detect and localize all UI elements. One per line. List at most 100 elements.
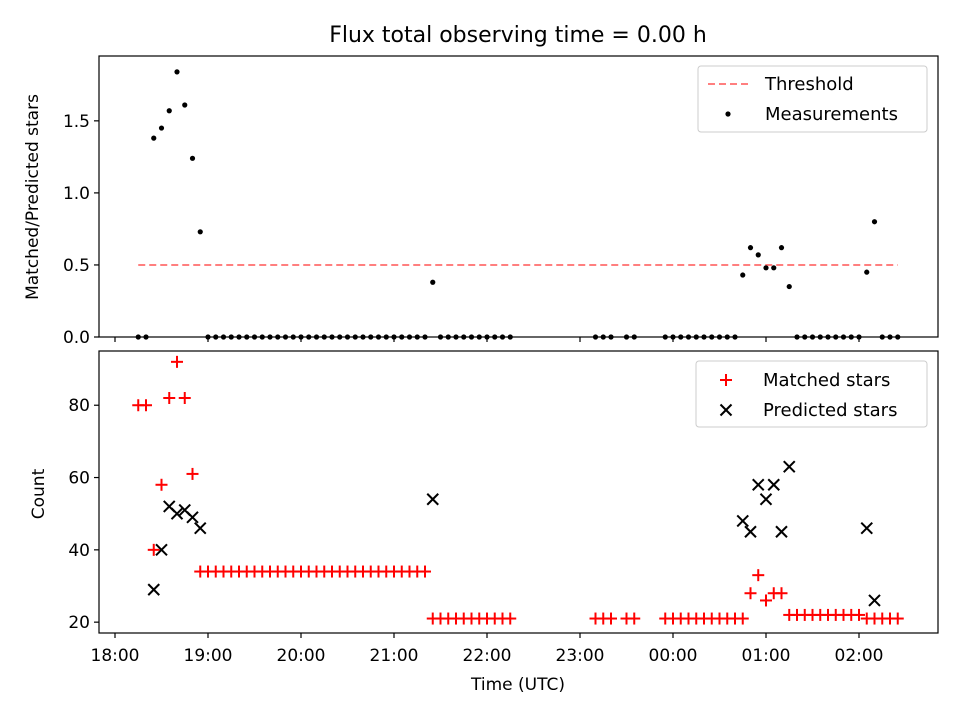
x-axis-label: Time (UTC): [470, 675, 565, 695]
measurement-point: [476, 334, 482, 340]
measurement-point: [592, 334, 599, 340]
star-count-panel: 20 40 60 80 18:00 19:00 20:00 21:00 22:00 23:00 00…: [68, 350, 939, 666]
measurement-point: [445, 334, 451, 340]
measurement-point: [786, 283, 792, 290]
measurement-point: [158, 125, 165, 131]
predicted-star-point-b: [775, 525, 788, 538]
measurement-point: [499, 334, 506, 340]
x-tick-label: 18:00: [91, 646, 140, 666]
predicted-star-point-b: [752, 478, 765, 491]
measurement-point: [337, 334, 343, 340]
measurement-point: [848, 334, 854, 340]
measurement-point: [437, 334, 444, 340]
measurement-point: [453, 334, 459, 340]
measurement-point: [422, 334, 428, 340]
bottom-y-axis-label: Count: [29, 468, 49, 519]
matched-star-point: [628, 612, 641, 625]
predicted-star-point-b: [767, 478, 780, 491]
measurement-point: [778, 245, 785, 251]
predicted-star-point-b: [744, 525, 757, 538]
predicted-star-point: [186, 511, 199, 524]
predicted-star-point: [147, 583, 160, 596]
measurement-point: [399, 334, 405, 340]
legend-matched-label: Matched stars: [763, 370, 890, 391]
measurement-point: [825, 334, 831, 340]
measurement-point: [716, 334, 723, 340]
matched-star-point: [775, 587, 788, 600]
predicted-star-point-b: [860, 521, 873, 535]
measurement-point: [228, 334, 234, 340]
measurement-point: [461, 334, 467, 340]
measurement-point: [623, 334, 630, 340]
predicted-star-point: [744, 525, 757, 538]
matched-star-point: [891, 612, 904, 625]
matched-star-point: [419, 565, 431, 578]
legend-matched-swatch: [720, 374, 732, 386]
measurement-point: [360, 334, 366, 340]
measurement-point: [678, 334, 684, 340]
measurement-point: [135, 334, 141, 340]
measurement-point: [259, 334, 265, 340]
predicted-star-point: [155, 543, 168, 557]
measurement-point: [608, 334, 614, 340]
measurement-point: [484, 334, 490, 340]
measurement-point: [771, 265, 777, 271]
measurement-point: [794, 334, 800, 340]
measurement-point: [220, 334, 227, 340]
flux-ratio-panel: 0.0 0.5 1.0 1.5 Threshold Measurements: [63, 55, 939, 348]
top-plot-frame: [98, 55, 939, 338]
measurement-point: [143, 334, 149, 340]
top-legend-box: [697, 65, 928, 133]
predicted-star-point-b: [186, 511, 199, 524]
measurement-point: [282, 334, 289, 340]
bottom-legend: Matched stars Predicted stars: [695, 360, 928, 428]
bottom-y-tick-label: 80: [68, 396, 90, 416]
measurement-point: [375, 334, 382, 340]
measurement-point: [895, 334, 901, 340]
matched-star-point: [171, 355, 183, 368]
measurement-point: [166, 108, 172, 114]
matched-star-point: [504, 612, 517, 625]
matched-star-point: [163, 392, 176, 404]
matched-star-point: [744, 587, 757, 600]
legend-predicted-swatch: [719, 403, 733, 417]
predicted-star-point-b: [170, 507, 184, 520]
predicted-star-point-b: [759, 493, 773, 506]
measurement-point: [414, 334, 420, 340]
measurement-point: [817, 334, 823, 340]
bottom-y-tick-label: 20: [68, 613, 90, 633]
measurement-point: [871, 219, 878, 225]
measurement-point: [251, 334, 258, 340]
measurement-point: [267, 334, 273, 340]
predicted-star-point: [860, 521, 873, 535]
measurement-point: [174, 69, 180, 75]
measurement-point: [344, 334, 351, 340]
measurement-point: [747, 245, 754, 251]
measurement-point: [298, 334, 304, 340]
measurement-point: [724, 334, 730, 340]
x-tick-label: 01:00: [742, 646, 791, 666]
legend-measurements-label: Measurements: [765, 104, 898, 125]
matched-star-point: [155, 478, 168, 491]
bottom-y-tick-label: 60: [68, 469, 90, 489]
predicted-star-point-b: [194, 521, 207, 535]
predicted-star-point: [170, 507, 184, 520]
predicted-star-point-b: [868, 594, 881, 607]
bottom-plot-frame: [98, 350, 939, 634]
predicted-star-point: [783, 460, 796, 473]
measurement-point: [321, 334, 327, 340]
predicted-star-point-b: [783, 460, 796, 473]
measurement-point: [244, 334, 250, 340]
predicted-star-point-b: [736, 514, 749, 528]
predicted-star-point: [759, 493, 773, 506]
legend-predicted-swatch-b: [719, 403, 733, 417]
matched-star-point: [140, 399, 152, 412]
matched-star-point: [178, 392, 191, 404]
measurement-point: [701, 334, 707, 340]
measurement-point: [205, 334, 211, 340]
measurement-point: [197, 229, 203, 235]
measurement-point: [182, 102, 188, 108]
measurement-point: [329, 334, 335, 340]
x-tick-label: 00:00: [649, 646, 698, 666]
